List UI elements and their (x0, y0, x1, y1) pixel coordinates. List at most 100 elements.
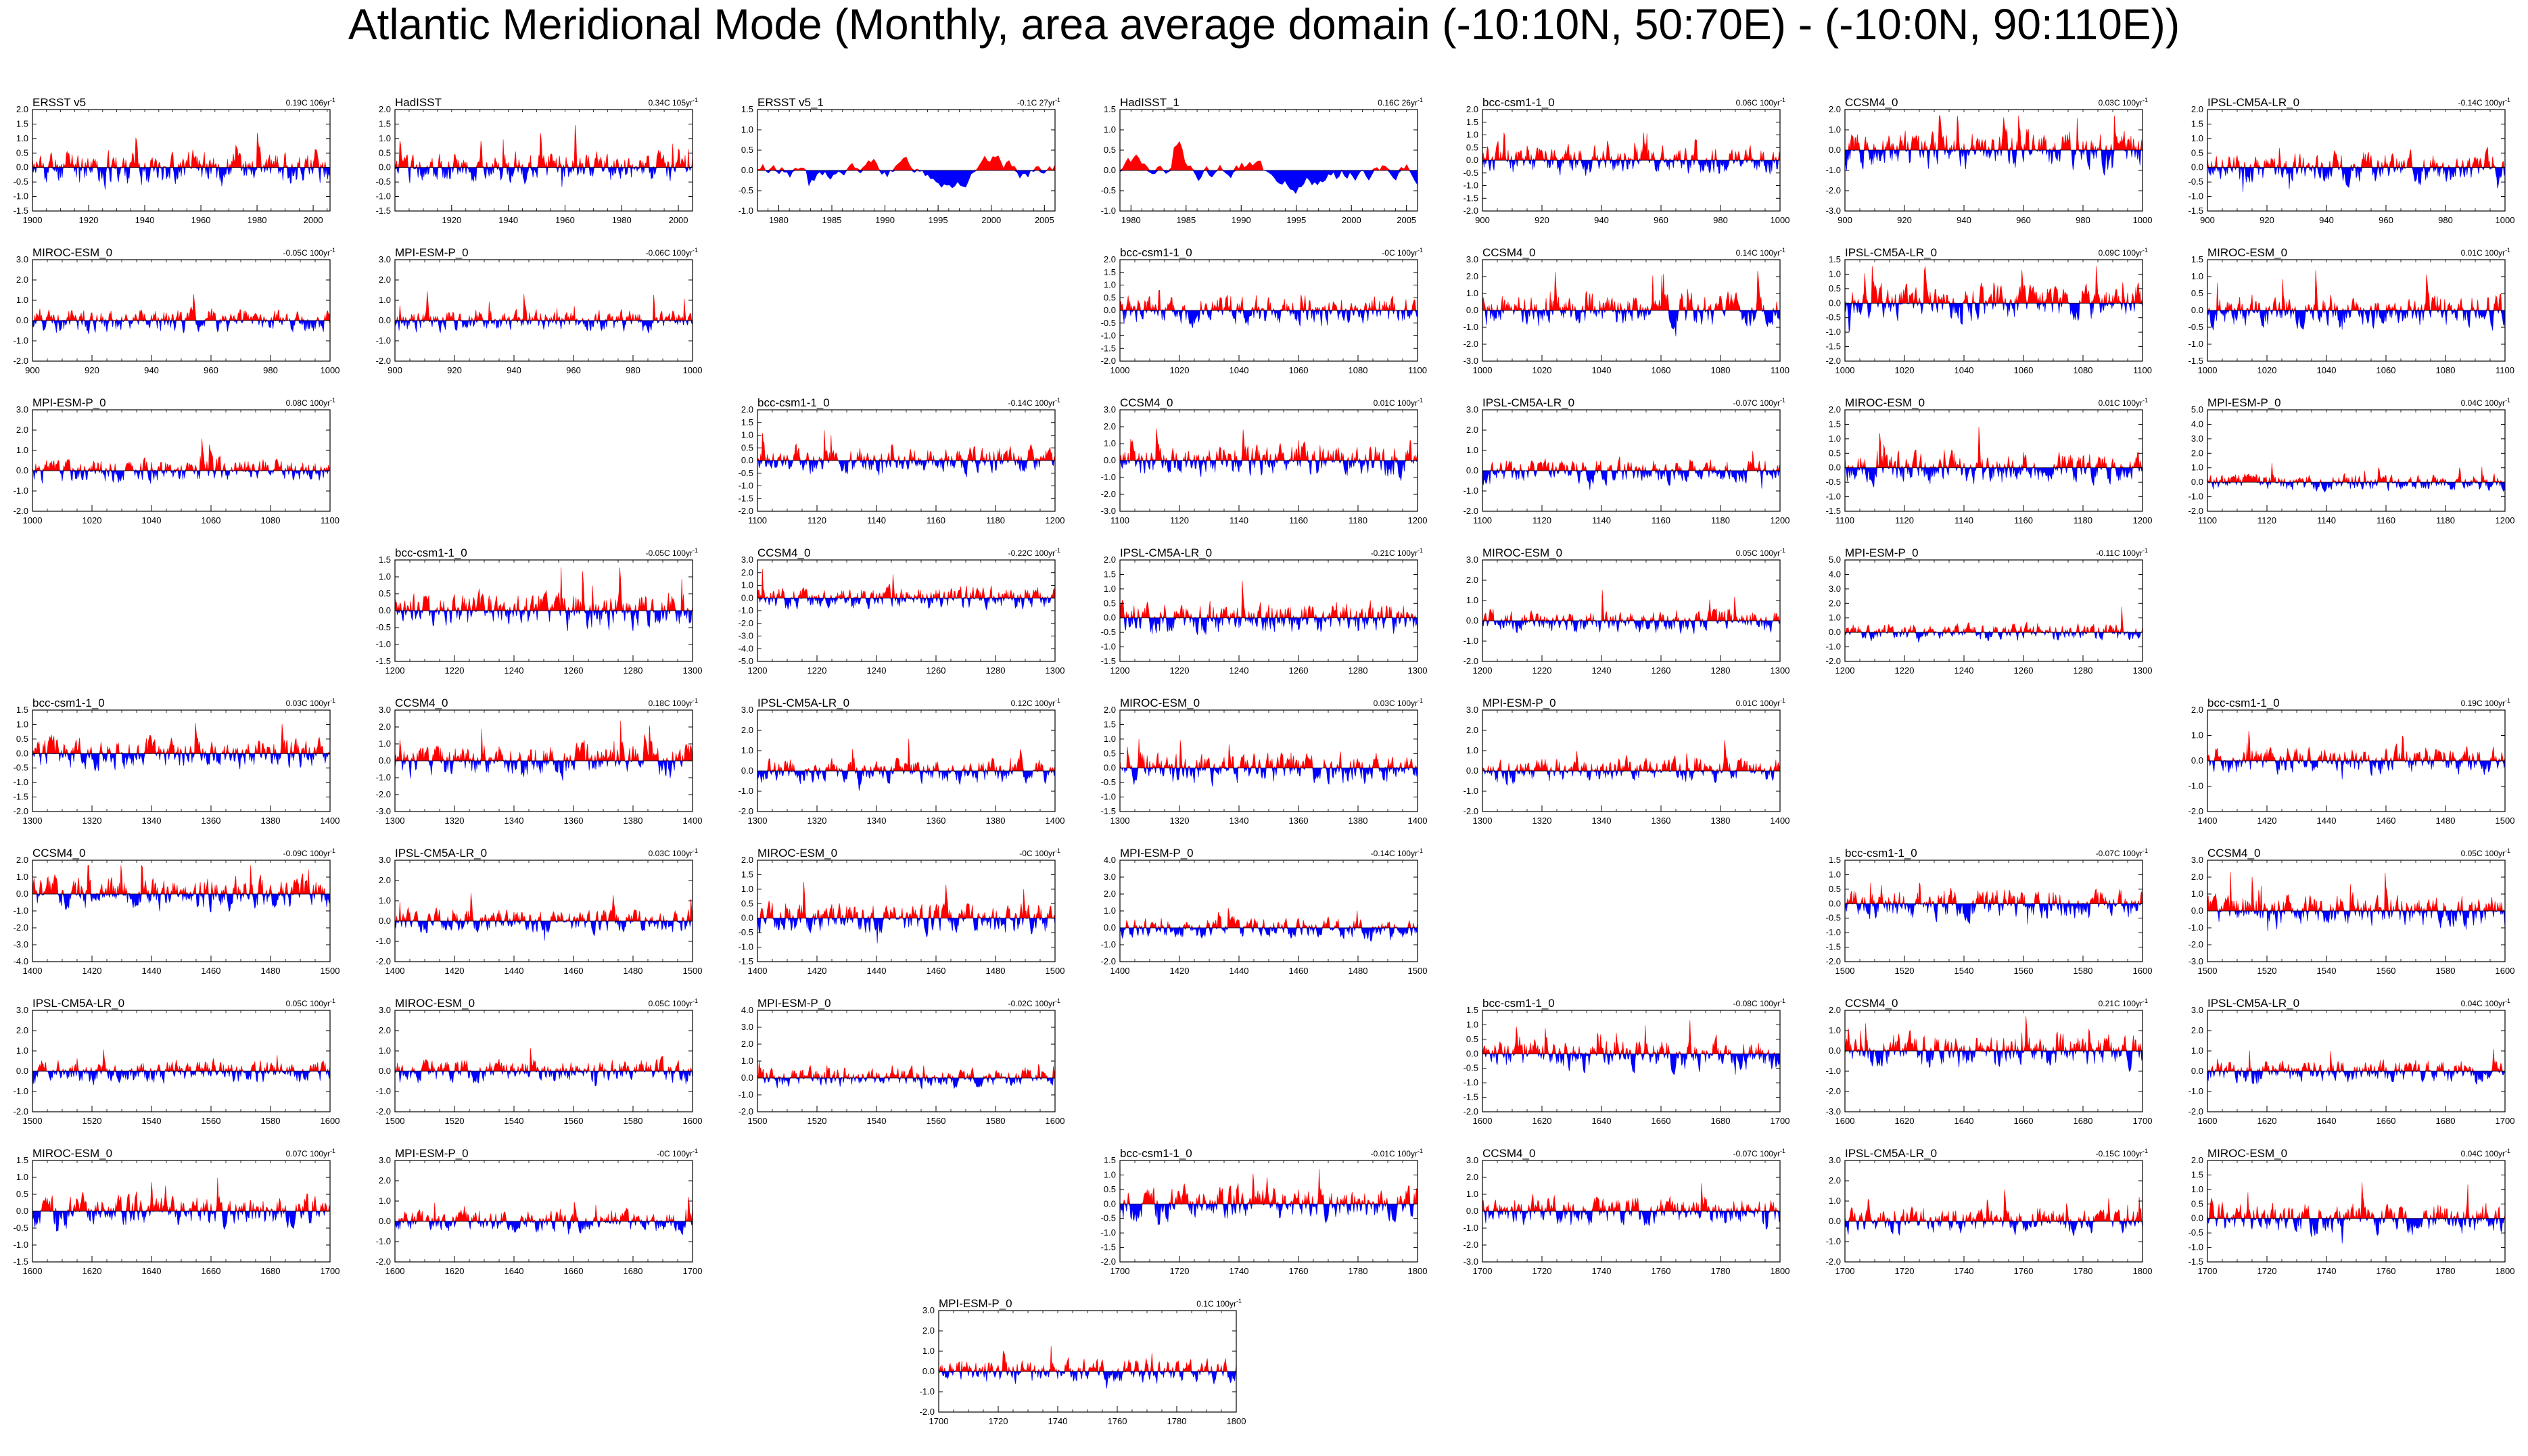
x-tick-label: 1980 (612, 215, 632, 225)
chart-panel: bcc-csm1-1_0 -0.07C 100yr-1 1.5 1.0 0.5 0.0 -0… (1812, 845, 2156, 989)
x-tick-label: 1300 (1110, 816, 1130, 826)
y-tick-label: 0.5 (379, 147, 391, 158)
x-tick-label: 1620 (83, 1266, 102, 1276)
plot-frame (32, 409, 331, 512)
y-tick-label: 1.0 (1466, 130, 1478, 140)
x-tick-label: 1720 (989, 1416, 1008, 1426)
trend-label: -0.01C 100yr-1 (1371, 1148, 1423, 1158)
y-tick-label: -2.0 (14, 356, 28, 366)
x-tick-label: 940 (1594, 215, 1609, 225)
x-tick-label: 1160 (1652, 515, 1670, 525)
y-tick-label: -2.0 (14, 922, 28, 933)
y-tick-label: 0.0 (379, 1066, 391, 1076)
y-tick-label: 2.0 (1466, 425, 1478, 435)
x-tick-label: 1360 (1289, 816, 1309, 826)
x-tick-label: 980 (1713, 215, 1728, 225)
panel-title: bcc-csm1-1_0 (1482, 96, 1555, 109)
panel-title: CCSM4_0 (2207, 847, 2261, 860)
x-tick-label: 1280 (624, 665, 643, 676)
y-tick-label: 3.0 (1104, 872, 1116, 882)
y-tick-label: -5.0 (739, 656, 753, 666)
x-tick-label: 1300 (683, 665, 703, 676)
x-tick-label: 1360 (927, 816, 946, 826)
x-tick-label: 940 (2319, 215, 2334, 225)
y-tick-label: -3.0 (1101, 506, 1116, 516)
positive-anomaly-area (1844, 607, 2143, 634)
y-tick-label: -2.0 (739, 1106, 753, 1117)
y-tick-label: -1.0 (14, 486, 28, 496)
positive-anomaly-area (757, 155, 1056, 171)
negative-anomaly-area (2207, 1070, 2506, 1085)
y-tick-label: 3.0 (741, 555, 753, 565)
positive-anomaly-area (32, 1049, 331, 1073)
negative-anomaly-area (757, 170, 1055, 189)
y-tick-label: -1.0 (376, 1086, 391, 1096)
y-tick-label: -1.0 (2188, 492, 2203, 502)
panel-title: CCSM4_0 (1482, 246, 1536, 259)
trend-label: -0.05C 100yr-1 (283, 247, 335, 258)
x-tick-label: 1140 (1592, 515, 1611, 525)
y-tick-label: 1.0 (2191, 889, 2203, 899)
y-tick-label: -2.0 (2188, 506, 2203, 516)
x-tick-label: 1400 (385, 966, 405, 976)
x-tick-label: 1600 (2198, 1116, 2218, 1126)
y-tick-label: -1.0 (376, 1236, 391, 1246)
positive-anomaly-area (1844, 1190, 2143, 1223)
x-tick-label: 1540 (505, 1116, 524, 1126)
y-tick-label: -1.0 (1464, 486, 1478, 496)
negative-anomaly-area (394, 166, 693, 187)
negative-anomaly-area (1482, 619, 1781, 634)
negative-anomaly-area (1844, 1220, 2143, 1237)
x-tick-label: 1400 (2198, 816, 2218, 826)
y-tick-label: -1.0 (1464, 1077, 1478, 1087)
x-tick-label: 1400 (683, 816, 703, 826)
x-tick-label: 1980 (1121, 215, 1141, 225)
x-tick-label: 1400 (1110, 966, 1130, 976)
y-tick-label: 2.0 (2191, 1155, 2203, 1165)
panel-title: CCSM4_0 (1845, 96, 1898, 109)
y-tick-label: -4.0 (14, 956, 28, 966)
trend-label: -0.22C 100yr-1 (1008, 547, 1060, 558)
y-tick-label: 0.0 (1829, 1216, 1841, 1226)
chart-panel: ERSST v5 0.19C 106yr-1 2.0 1.5 1.0 0.5 0.0 -0.5… (0, 95, 344, 238)
trend-label: -0.15C 100yr-1 (2096, 1148, 2148, 1158)
x-tick-label: 1380 (624, 816, 643, 826)
chart-panel: HadISST 0.34C 105yr-1 2.0 1.5 1.0 0.5 0.0 -0.5 -… (362, 95, 706, 238)
plot-frame (394, 1160, 693, 1263)
x-tick-label: 1100 (1771, 365, 1789, 375)
y-tick-label: 1.0 (1829, 869, 1841, 879)
x-tick-label: 1200 (1771, 515, 1790, 525)
y-tick-label: 0.0 (1466, 1048, 1478, 1058)
y-tick-label: 1.0 (2191, 1046, 2203, 1056)
x-tick-label: 1280 (986, 665, 1006, 676)
x-tick-label: 1560 (564, 1116, 584, 1126)
plot-frame (757, 559, 1056, 662)
x-tick-label: 1200 (2133, 515, 2153, 525)
y-tick-label: 3.0 (2191, 1005, 2203, 1015)
trend-value: 0.14C 100yr (1735, 248, 1780, 258)
y-tick-label: 0.0 (1466, 305, 1478, 315)
x-tick-label: 1180 (986, 515, 1005, 525)
negative-anomaly-area (32, 319, 331, 334)
positive-anomaly-area (938, 1346, 1237, 1373)
y-tick-label: -2.0 (1826, 1257, 1841, 1267)
x-tick-label: 980 (626, 365, 640, 375)
x-tick-label: 1000 (2198, 365, 2218, 375)
trend-label: 0.34C 105yr-1 (649, 97, 698, 108)
negative-anomaly-area (1119, 767, 1418, 787)
y-tick-label: -1.0 (376, 936, 391, 946)
trend-label: -0C 100yr-1 (1019, 847, 1060, 858)
x-tick-label: 920 (1535, 215, 1549, 225)
negative-anomaly-area (1844, 467, 2143, 488)
negative-anomaly-area (394, 319, 693, 333)
trend-exponent: -1 (1054, 997, 1060, 1004)
y-tick-label: 1.0 (741, 124, 753, 135)
trend-label: 0.07C 100yr-1 (286, 1148, 335, 1158)
trend-label: 0.16C 26yr-1 (1378, 97, 1423, 108)
trend-value: -0C 100yr (1382, 248, 1418, 258)
y-tick-label: 2.0 (2191, 104, 2203, 114)
